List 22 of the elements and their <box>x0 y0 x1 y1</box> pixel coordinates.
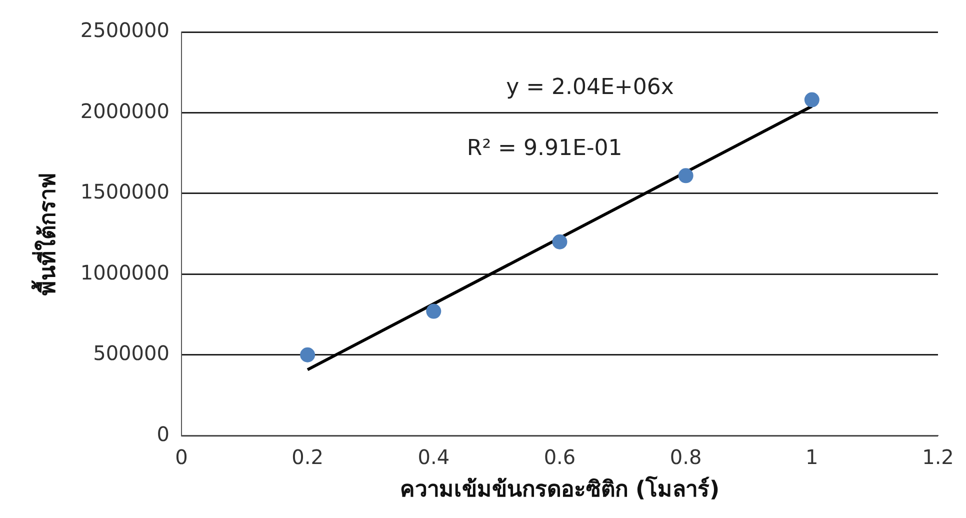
annotation: y = 2.04E+06x <box>506 75 674 100</box>
y-tick-label: 2500000 <box>80 18 170 42</box>
point <box>678 168 694 184</box>
point <box>426 304 442 319</box>
y-tick-label: 0 <box>156 422 170 446</box>
y-tick-label: 2000000 <box>80 98 170 123</box>
y-axis-title: พื้นที่ใต้กราฟ <box>30 172 61 296</box>
point <box>804 92 820 108</box>
x-tick-label: 0.4 <box>418 444 450 469</box>
x-tick-label: 1 <box>806 444 818 469</box>
y-tick-label: 1500000 <box>80 180 170 204</box>
x-axis-title: ความเข้มข้นกรดอะซิติก (โมลาร์) <box>400 476 720 503</box>
annotation: R² = 9.91E-01 <box>466 136 622 161</box>
x-tick-label: 0 <box>175 444 188 469</box>
y-tick-label: 500000 <box>93 341 170 366</box>
x-tick-label: 0.8 <box>670 444 702 469</box>
point <box>552 234 568 250</box>
y-tick-label: 1000000 <box>80 260 170 284</box>
point <box>300 347 316 362</box>
x-tick-label: 1.2 <box>922 444 954 469</box>
x-tick-label: 0.6 <box>544 444 576 469</box>
x-tick-label: 0.2 <box>292 444 324 469</box>
